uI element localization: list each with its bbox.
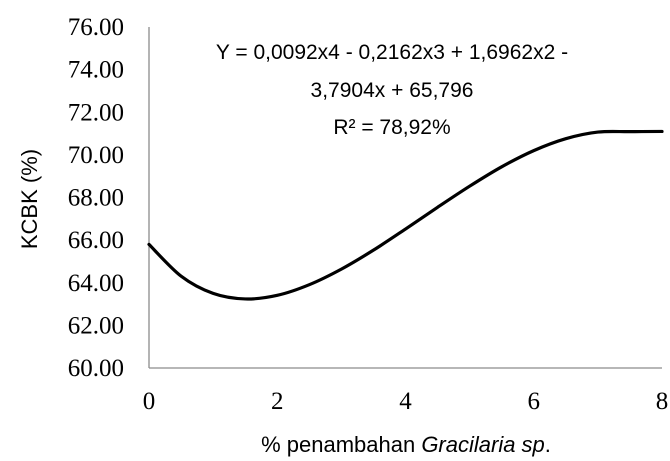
x-tick-label: 6 <box>528 388 541 415</box>
x-axis-title-suffix: . <box>545 432 551 457</box>
x-axis-title-italic: Gracilaria sp <box>421 432 544 457</box>
y-tick-label: 66.00 <box>68 227 124 254</box>
y-tick-label: 68.00 <box>68 185 124 212</box>
y-tick-label: 62.00 <box>68 312 124 339</box>
x-tick-label: 0 <box>143 388 156 415</box>
series-points <box>147 129 664 301</box>
y-tick-label: 72.00 <box>68 99 124 126</box>
y-tick-label: 76.00 <box>68 14 124 41</box>
y-tick-label: 60.00 <box>68 355 124 382</box>
equation-line-2: 3,7904x + 65,796 <box>311 79 474 102</box>
r-squared-label: R² = 78,92% <box>333 116 450 139</box>
x-axis-title: % penambahan Gracilaria sp. <box>261 432 551 457</box>
y-tick-label: 74.00 <box>68 57 124 84</box>
y-axis-title: KCBK (%) <box>17 149 42 249</box>
x-axis-title-prefix: % penambahan <box>261 432 421 457</box>
x-tick-label: 8 <box>656 388 669 415</box>
equation-line-1: Y = 0,0092x4 - 0,2162x3 + 1,6962x2 - <box>216 41 568 64</box>
x-tick-label: 4 <box>399 388 412 415</box>
y-tick-labels: 60.00 62.00 64.00 66.00 68.00 70.00 72.00 74.00… <box>68 14 124 382</box>
y-tick-label: 70.00 <box>68 142 124 169</box>
y-tick-label: 64.00 <box>68 270 124 297</box>
x-tick-label: 2 <box>271 388 284 415</box>
x-tick-labels: 0 2 4 6 8 <box>143 388 669 415</box>
series-line <box>147 129 664 301</box>
